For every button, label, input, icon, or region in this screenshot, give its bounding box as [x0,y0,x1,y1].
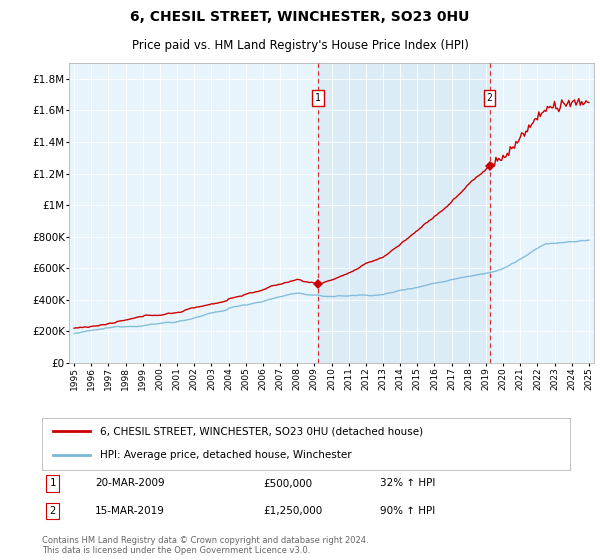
Text: 15-MAR-2019: 15-MAR-2019 [95,506,164,516]
Text: 20-MAR-2009: 20-MAR-2009 [95,478,164,488]
Text: 90% ↑ HPI: 90% ↑ HPI [380,506,435,516]
Text: 2: 2 [49,506,56,516]
Text: £1,250,000: £1,250,000 [264,506,323,516]
Text: 1: 1 [315,93,321,102]
Text: 1: 1 [49,478,56,488]
Bar [318,63,490,363]
Text: 6, CHESIL STREET, WINCHESTER, SO23 0HU: 6, CHESIL STREET, WINCHESTER, SO23 0HU [130,10,470,24]
Text: 6, CHESIL STREET, WINCHESTER, SO23 0HU (detached house): 6, CHESIL STREET, WINCHESTER, SO23 0HU (… [100,426,423,436]
Text: Contains HM Land Registry data © Crown copyright and database right 2024.
This d: Contains HM Land Registry data © Crown c… [42,536,368,556]
Text: 32% ↑ HPI: 32% ↑ HPI [380,478,435,488]
Text: 2: 2 [487,93,493,102]
Text: HPI: Average price, detached house, Winchester: HPI: Average price, detached house, Winc… [100,450,352,460]
Text: £500,000: £500,000 [264,478,313,488]
Text: Price paid vs. HM Land Registry's House Price Index (HPI): Price paid vs. HM Land Registry's House … [131,39,469,52]
